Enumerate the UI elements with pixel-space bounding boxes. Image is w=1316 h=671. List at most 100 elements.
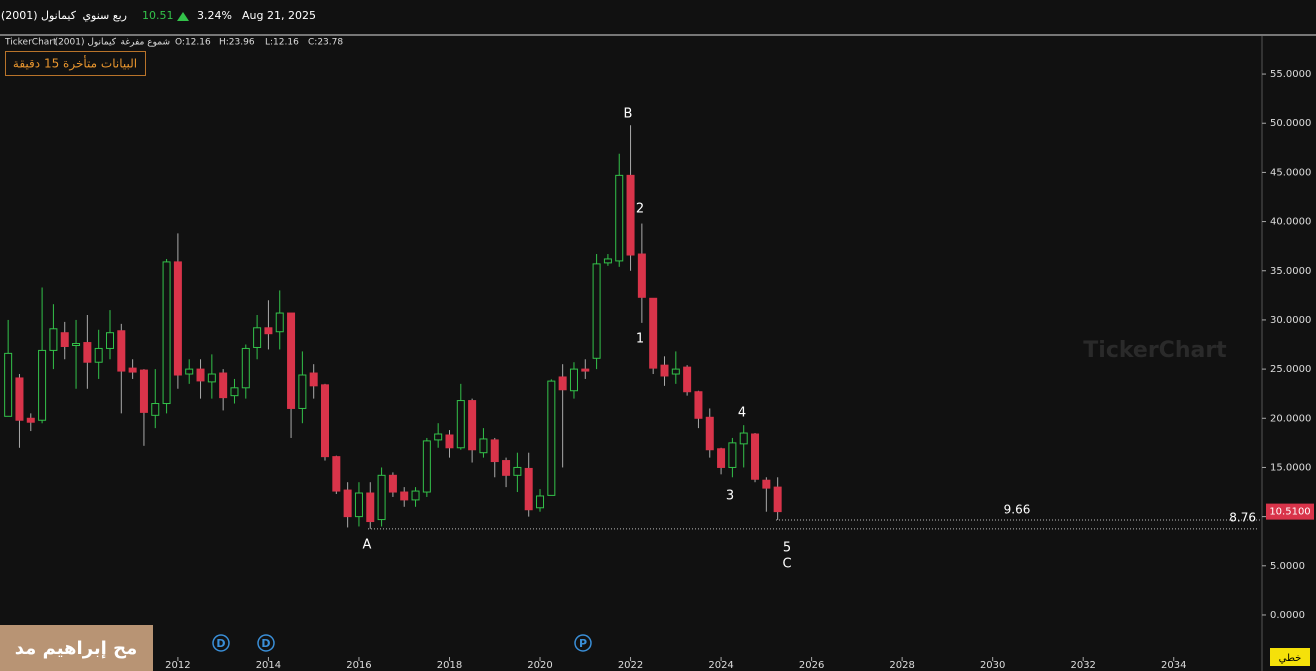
y-tick-label: 35.0000 (1270, 266, 1311, 277)
y-tick-label: 0.0000 (1270, 610, 1305, 621)
candle-body (185, 368, 194, 375)
user-box (0, 625, 153, 671)
candle-body (490, 439, 499, 463)
candle-body (354, 492, 363, 518)
candle-body (456, 400, 465, 449)
candle-body (94, 347, 103, 363)
candle-body (502, 460, 511, 476)
candle-body (569, 368, 578, 392)
candle-body (173, 261, 182, 376)
candle-body (253, 327, 262, 348)
chart-type-button[interactable] (1270, 648, 1310, 666)
candle-body (649, 297, 658, 369)
y-tick-label: 50.0000 (1270, 118, 1311, 129)
candle-body (26, 417, 35, 423)
y-tick-label: 20.0000 (1270, 413, 1311, 424)
candle-body (717, 448, 726, 468)
notice-box (5, 51, 146, 76)
period: ربع سنوي (82, 9, 127, 22)
candle-body (15, 377, 24, 421)
instrument: كيمانول (2001) (55, 38, 117, 48)
candle-body (705, 416, 714, 451)
candle-body (151, 403, 160, 416)
price-tag (1266, 503, 1314, 520)
candle-body (422, 440, 431, 493)
change: 3.24% (197, 9, 232, 22)
source: TickerChart (4, 38, 57, 48)
up-arrow (177, 12, 189, 21)
candle-body (615, 174, 624, 262)
wave-label: 3 (726, 489, 734, 504)
event-marker (574, 634, 592, 652)
x-tick-label: 2022 (618, 660, 643, 671)
candle-body (603, 258, 612, 264)
symbol: (2001) كيمانول (1, 9, 77, 22)
candle-body (38, 349, 47, 421)
wave-label: 2 (636, 202, 644, 217)
candle-body (83, 342, 92, 363)
y-tick-label: 45.0000 (1270, 167, 1311, 178)
date: Aug 21, 2025 (242, 9, 316, 22)
candle-body (139, 369, 148, 413)
x-tick-label: 2028 (889, 660, 914, 671)
candle-body (128, 367, 137, 373)
candle-body (230, 387, 239, 397)
candle-body (366, 492, 375, 523)
x-tick-label: 2016 (346, 660, 371, 671)
candle-body (637, 253, 646, 298)
x-tick-label: 2026 (799, 660, 824, 671)
candle-body (547, 380, 556, 496)
event-label: P (579, 637, 587, 650)
event-marker (212, 634, 230, 652)
candle-body (671, 368, 680, 375)
x-tick-label: 2032 (1070, 660, 1095, 671)
x-tick-label: 2030 (980, 660, 1005, 671)
chart-type-label[interactable]: خطي (1279, 653, 1302, 664)
candle-body (275, 312, 284, 333)
event-label: D (261, 637, 270, 650)
ohlc-low: L:12.16 (265, 38, 299, 48)
candle-body (479, 438, 488, 454)
candle-body (773, 486, 782, 513)
candle-body (468, 400, 477, 451)
candle-body (219, 372, 228, 399)
candle-body (49, 328, 58, 351)
user-name: مح إبراهيم مد (15, 638, 137, 659)
event-marker (257, 634, 275, 652)
y-tick-label: 5.0000 (1270, 561, 1305, 572)
y-tick-label: 25.0000 (1270, 364, 1311, 375)
candle-body (117, 330, 126, 372)
ohlc-close: C:23.78 (308, 38, 343, 48)
candle-body (241, 347, 250, 389)
candle-body (377, 474, 386, 521)
wave-label: 4 (738, 406, 746, 421)
candle-body (4, 352, 13, 417)
wave-label: C (782, 557, 791, 572)
candle-body (287, 312, 296, 409)
watermark: TickerChart (1083, 338, 1227, 363)
x-tick-label: 2012 (165, 660, 190, 671)
candle-body (434, 433, 443, 441)
y-tick-label: 30.0000 (1270, 315, 1311, 326)
candle-body (581, 368, 590, 372)
candle-body (660, 364, 669, 377)
candle-body (162, 261, 171, 405)
candle-body (626, 174, 635, 256)
x-tick-label: 2018 (437, 660, 462, 671)
candle-body (60, 332, 69, 347)
candle-body (196, 368, 205, 382)
price-tag-label: 10.5100 (1269, 507, 1310, 518)
candle-body (728, 442, 737, 468)
candle-body (298, 374, 307, 409)
x-tick-label: 2014 (256, 660, 281, 671)
y-tick-label: 15.0000 (1270, 462, 1311, 473)
x-tick-label: 2020 (527, 660, 552, 671)
wave-label: B (624, 107, 633, 122)
y-tick-label: 40.0000 (1270, 217, 1311, 228)
candle-body (105, 332, 114, 349)
x-tick-label: 2034 (1161, 660, 1186, 671)
candle-body (321, 384, 330, 458)
level-label: 9.66 (1004, 502, 1031, 516)
ohlc-open: O:12.16 (175, 38, 211, 48)
